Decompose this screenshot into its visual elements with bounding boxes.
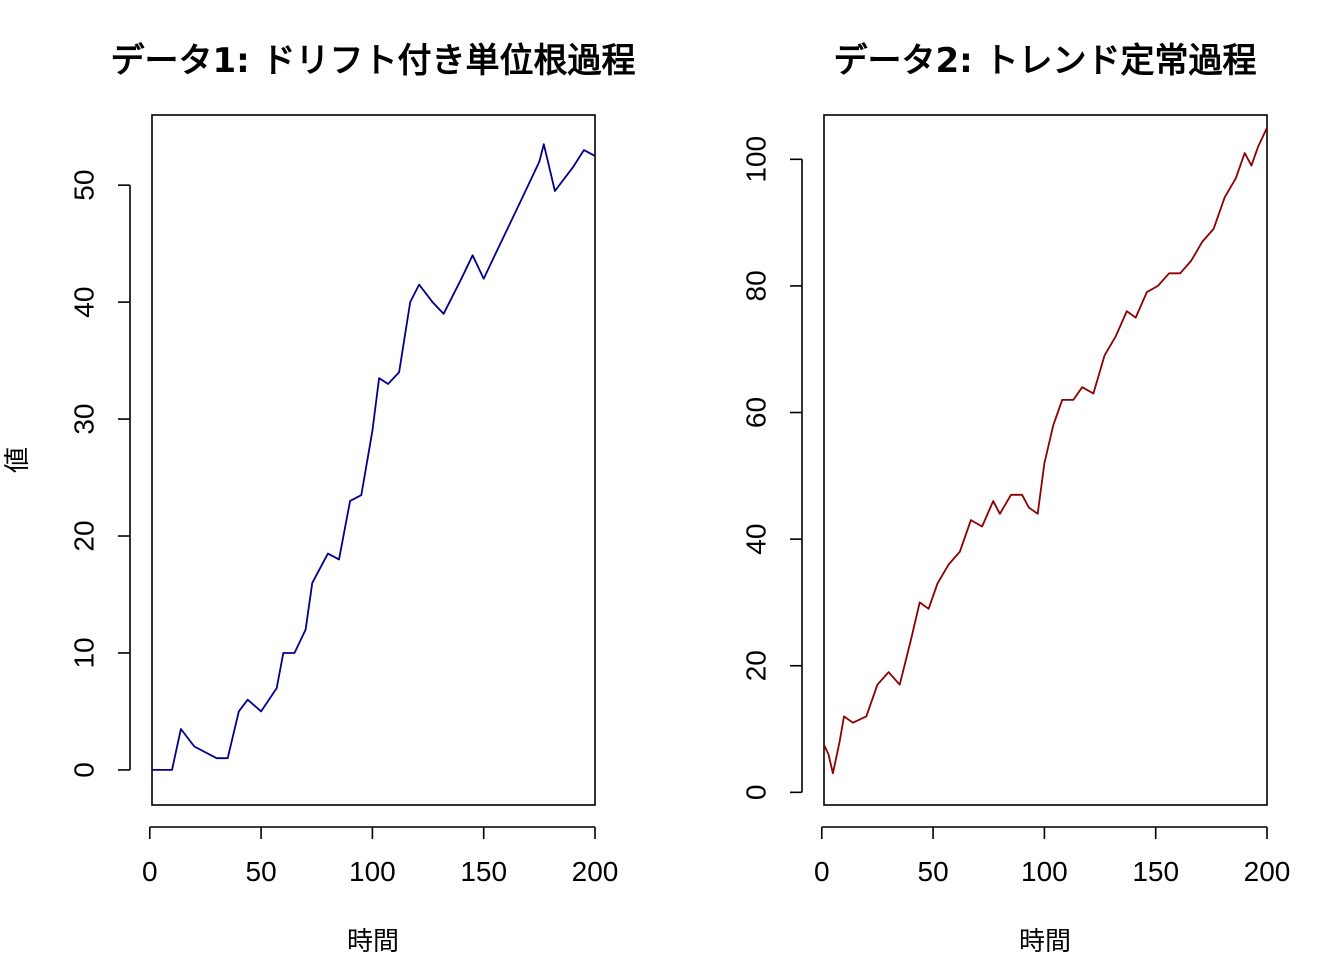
x-tick-label: 0 [142,856,158,887]
series-line [152,143,596,771]
y-tick-label: 50 [69,170,100,201]
x-tick-label: 200 [1244,856,1291,887]
x-tick-label: 100 [349,856,396,887]
y-tick-label: 10 [69,637,100,668]
y-tick-label: 100 [741,136,772,183]
x-tick-label: 50 [246,856,277,887]
x-axis-label: 時間 [347,927,399,957]
y-tick-label: 80 [741,270,772,301]
y-tick-label: 0 [69,762,100,778]
chart-title: データ1: ドリフト付き単位根過程 [110,41,635,81]
chart-panel-1: データ1: ドリフト付き単位根過程 0 50 100 150 200 0 10 20 30 40 50… [3,41,636,957]
y-tick-label: 40 [69,287,100,318]
y-tick-label: 60 [741,397,772,428]
x-axis-label: 時間 [1019,927,1071,957]
x-tick-label: 0 [814,856,830,887]
x-tick-label: 150 [460,856,507,887]
x-tick-label: 50 [918,856,949,887]
y-tick-label: 30 [69,403,100,434]
y-tick-label: 20 [741,650,772,681]
y-tick-label: 40 [741,524,772,555]
y-tick-label: 20 [69,520,100,551]
x-tick-label: 100 [1021,856,1068,887]
x-tick-label: 200 [572,856,619,887]
series-line [823,127,1268,775]
x-tick-label: 150 [1132,856,1179,887]
plot-frame [823,114,1268,806]
chart-title: データ2: トレンド定常過程 [833,41,1256,81]
y-tick-label: 0 [741,785,772,801]
y-axis-label: 値 [3,447,33,473]
plot-frame [151,114,596,806]
chart-panel-2: データ2: トレンド定常過程 0 50 100 150 200 0 20 40 60 80 100 時間 [741,41,1291,957]
